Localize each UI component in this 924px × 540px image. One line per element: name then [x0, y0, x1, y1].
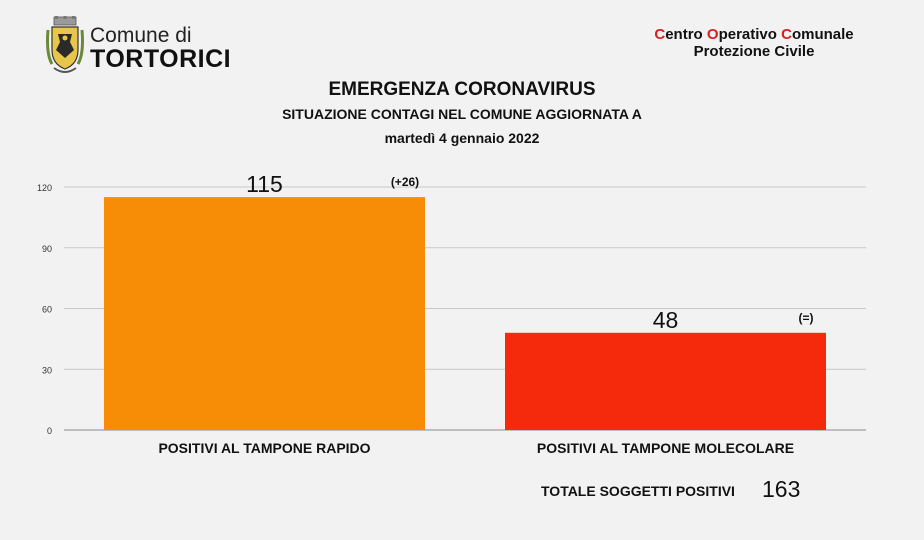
- update-date: martedì 4 gennaio 2022: [384, 130, 540, 146]
- municipality-logo: Comune di TORTORICI: [42, 16, 242, 78]
- coc-initial: C: [654, 26, 666, 43]
- comune-prefix: Comune di: [90, 24, 192, 47]
- data-label: 115: [246, 171, 283, 197]
- x-tick-label: POSITIVI AL TAMPONE MOLECOLARE: [537, 440, 794, 456]
- coat-of-arms-icon: [46, 16, 84, 73]
- bar: [505, 332, 826, 430]
- town-name: TORTORICI: [90, 45, 232, 73]
- bar: [104, 197, 425, 430]
- data-label: 48: [653, 307, 679, 333]
- coc-initial: C: [781, 26, 792, 43]
- y-tick-label: 30: [42, 365, 52, 375]
- coc-word: omunale: [791, 26, 854, 43]
- coc-title: Centro Operativo Comunale: [644, 26, 864, 43]
- coc-word: perativo: [718, 26, 777, 43]
- change-label: (=): [799, 311, 814, 325]
- x-tick-label: POSITIVI AL TAMPONE RAPIDO: [158, 440, 370, 456]
- total-label: TOTALE SOGGETTI POSITIVI: [541, 483, 735, 499]
- coc-subtitle: Protezione Civile: [693, 43, 815, 60]
- y-tick-label: 90: [42, 244, 52, 254]
- coc-initial: O: [706, 26, 719, 43]
- change-label: (+26): [391, 175, 419, 189]
- page-subtitle: SITUAZIONE CONTAGI NEL COMUNE AGGIORNATA…: [282, 106, 642, 122]
- y-tick-label: 60: [42, 305, 52, 315]
- page-title: EMERGENZA CORONAVIRUS: [328, 79, 596, 100]
- y-tick-label: 120: [37, 183, 52, 193]
- coc-word: entro: [665, 26, 703, 43]
- civil-protection-block: Centro Operativo Comunale Protezione Civ…: [644, 26, 864, 60]
- y-tick-label: 0: [47, 426, 52, 436]
- total-value: 163: [762, 476, 801, 502]
